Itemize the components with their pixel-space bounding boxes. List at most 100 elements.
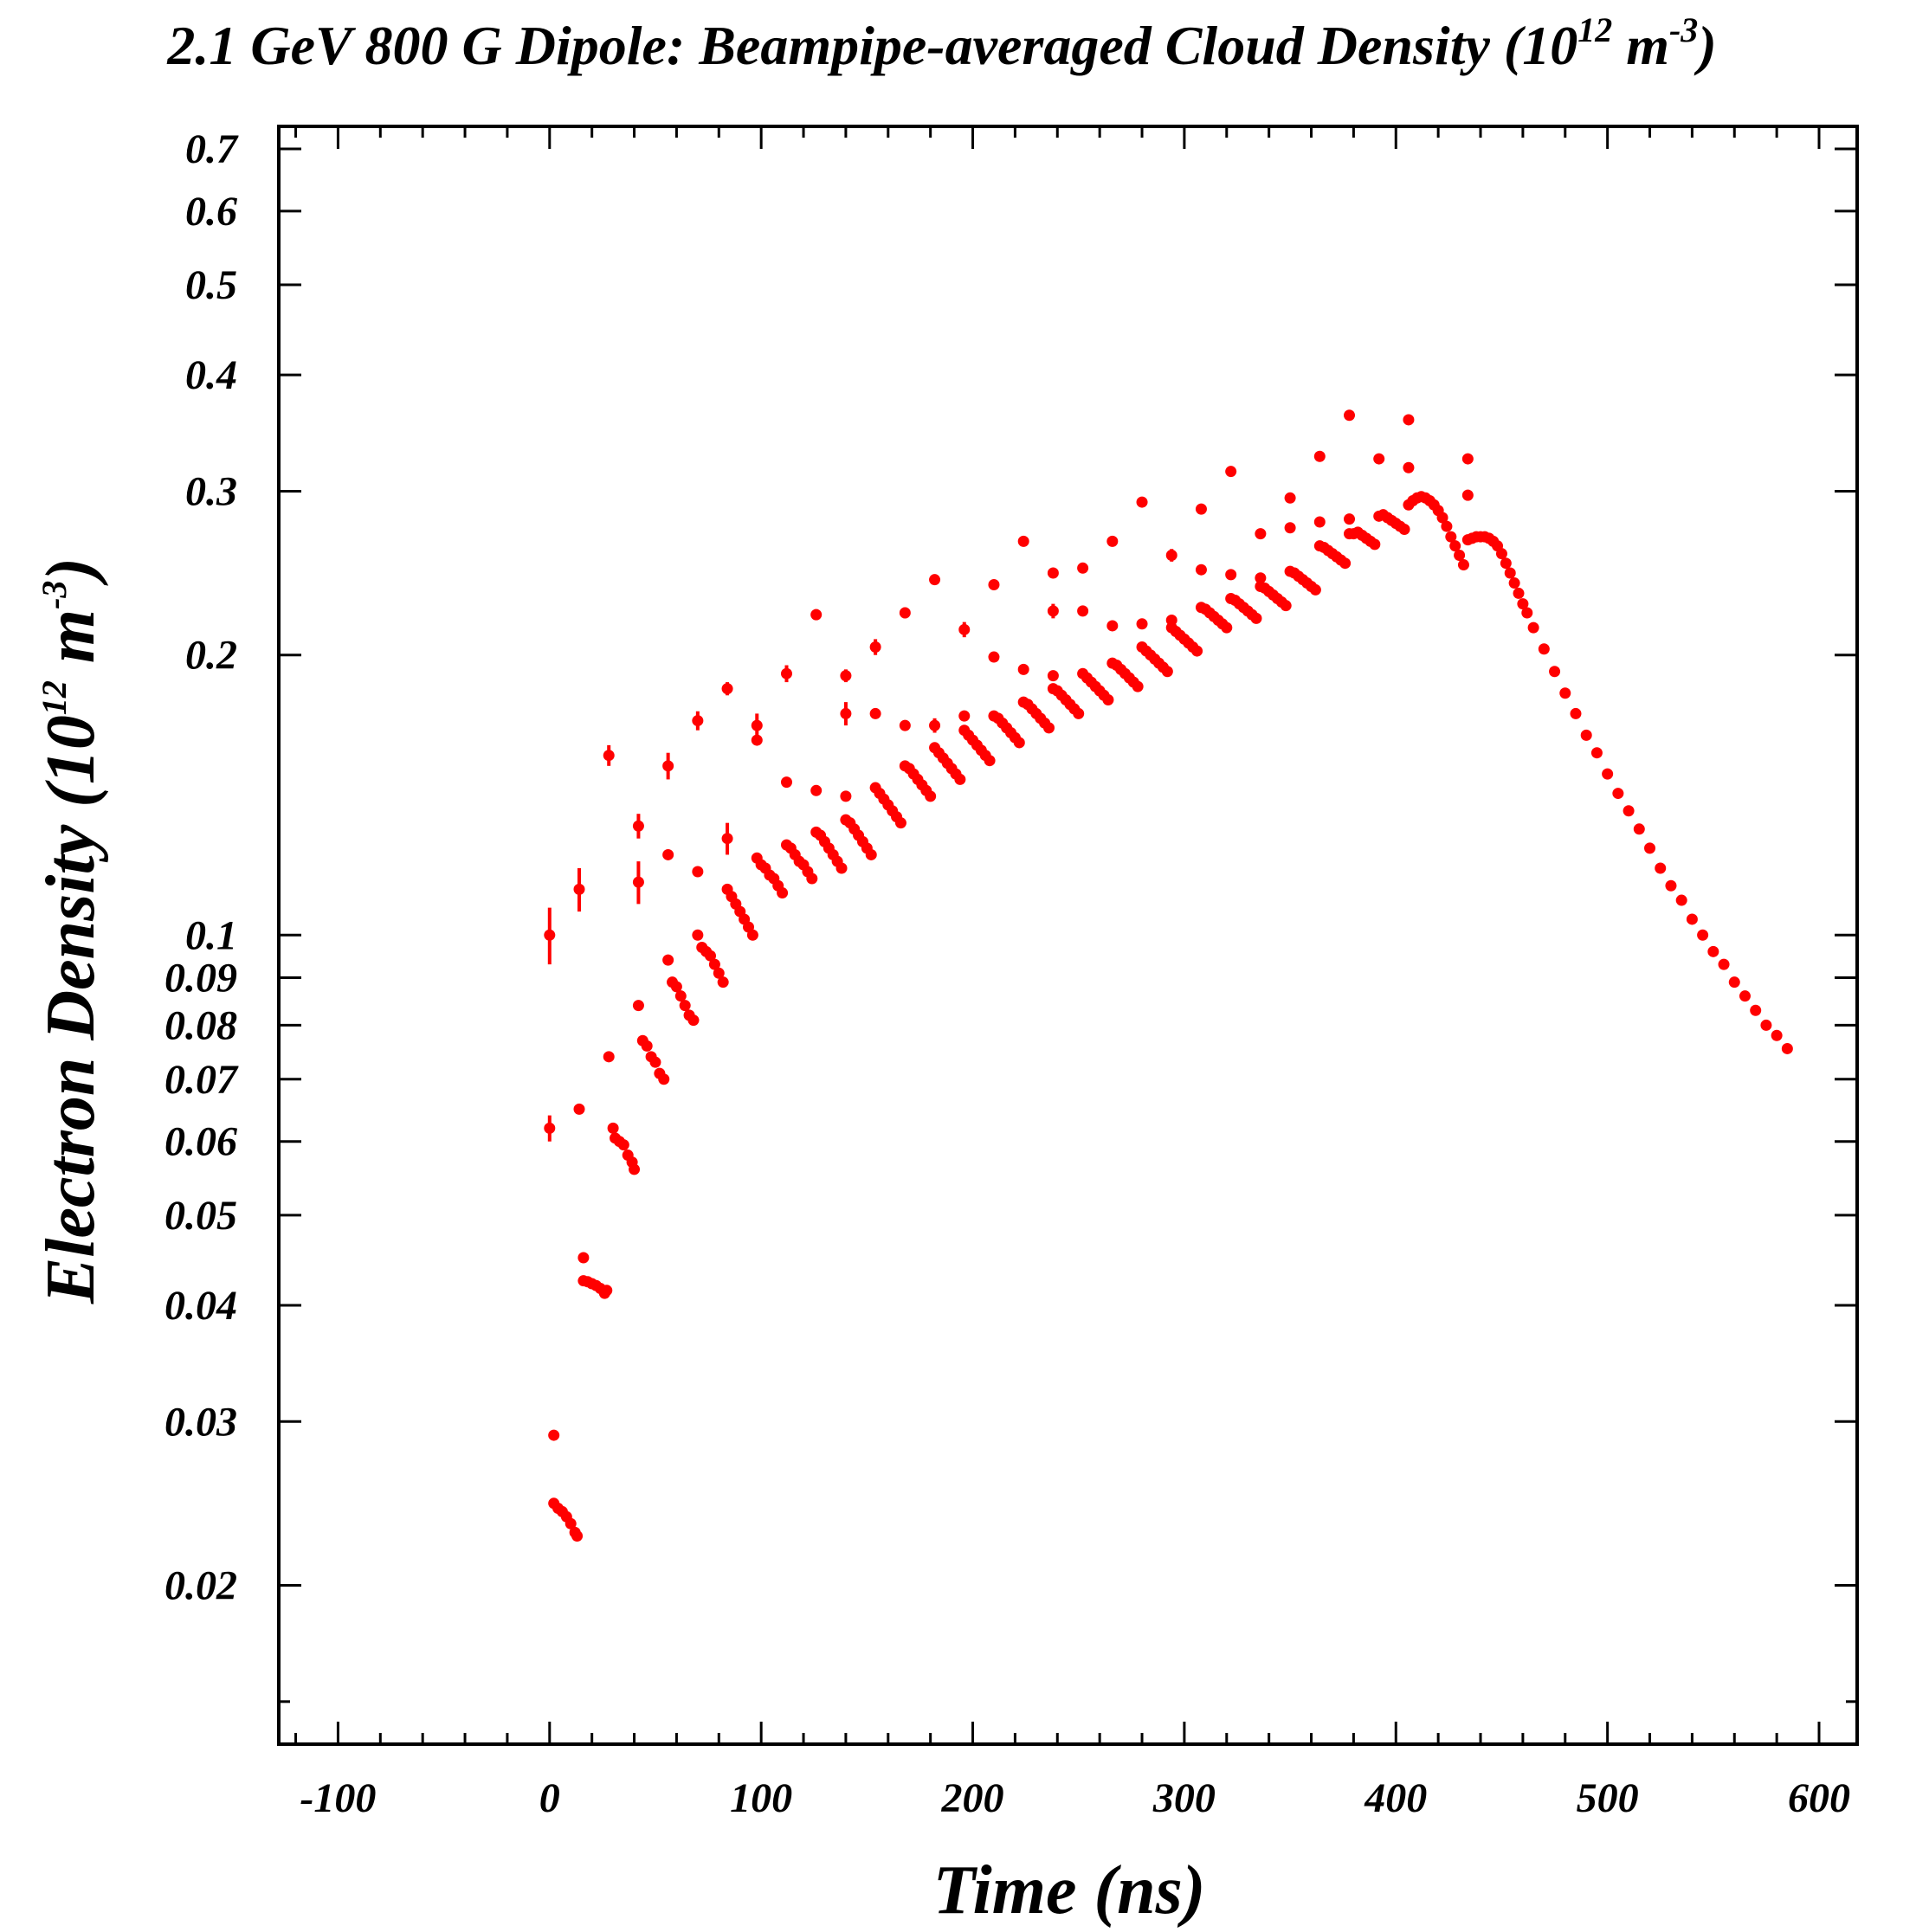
y-tick-label: 0.05 [165,1193,237,1239]
data-point [1441,520,1453,532]
data-point [662,760,674,772]
x-tick-label: 200 [941,1775,1004,1821]
data-point [601,1285,613,1297]
data-point [1284,492,1296,504]
data-point [717,976,729,989]
data-point [840,790,852,802]
data-point [1449,540,1461,552]
data-point [1602,768,1614,780]
data-point [1508,577,1520,589]
data-point [1047,605,1059,617]
data-point [1718,958,1730,970]
data-point [1369,538,1381,551]
x-tick-label: -100 [300,1775,376,1821]
y-tick-label: 0.5 [185,262,237,308]
data-point [679,1000,691,1012]
data-point [1538,643,1550,655]
data-point [1750,1004,1762,1016]
y-tick-label: 0.02 [165,1563,237,1609]
data-point [1549,666,1561,678]
tick-labels: -100 0 100 200 300 400 500 600 0.02 0.03 0.04 0.05 0… [165,126,1850,1821]
data-point [573,1103,585,1115]
data-point [571,1530,584,1542]
y-tick-label: 0.03 [165,1399,237,1445]
data-point [1284,522,1296,534]
data-point [607,1122,619,1134]
data-point [1280,600,1292,612]
data-point [1344,409,1356,422]
data-point [1590,747,1603,759]
data-point [658,1073,670,1085]
data-point [577,1252,590,1264]
y-tick-label: 0.07 [165,1057,239,1103]
data-point [617,1139,629,1151]
data-point [984,755,996,767]
data-point [632,820,644,832]
data-point [925,790,937,802]
data-point [1633,823,1645,835]
data-point [1697,929,1709,941]
x-axis-title: Time (ns) [933,1852,1206,1929]
data-point [1500,557,1512,570]
data-point [708,958,720,970]
data-point [1313,450,1326,462]
data-point [662,954,674,966]
data-point [746,929,758,941]
data-point [1225,569,1237,581]
data-point [1221,621,1233,634]
data-point [1644,842,1656,854]
data-point [780,776,792,789]
data-point [1398,523,1410,535]
data-point [899,607,911,619]
y-tick-label: 0.04 [165,1283,237,1329]
data-point [840,707,852,719]
data-point [1771,1029,1783,1041]
data-point [1136,496,1148,508]
data-point [899,719,911,731]
y-axis-title-group: Electron Density (1012 m-3) [33,557,109,1304]
data-point [1195,564,1207,576]
data-point [751,719,763,731]
y-axis-title: Electron Density (1012 m-3) [33,557,109,1304]
x-tick-label: 300 [1152,1775,1216,1821]
data-point [1255,528,1267,540]
data-point [780,667,792,679]
x-tick-label: 500 [1577,1775,1639,1821]
data-point [632,876,644,888]
data-point [544,1122,556,1134]
data-point [1728,976,1740,989]
data-point [1225,466,1237,478]
data-point [629,1163,641,1175]
y-tick-label: 0.6 [185,189,237,235]
y-tick-label: 0.3 [185,468,237,514]
data-points [544,409,1793,1542]
data-point [1191,645,1203,657]
data-point [1436,512,1448,524]
data-point [573,883,585,895]
data-point [1309,583,1321,596]
data-point [1106,620,1119,632]
data-point [929,574,941,586]
x-tick-label: 400 [1364,1775,1427,1821]
x-tick-label: 600 [1788,1775,1850,1821]
data-point [810,609,823,621]
data-point [1047,567,1059,579]
data-point [958,710,971,722]
data-point [649,1056,661,1068]
data-point [632,1000,644,1012]
data-point [840,670,852,682]
data-point [1077,562,1089,574]
data-point [721,683,733,695]
data-point [670,981,682,993]
data-point [929,719,941,731]
data-point [1580,729,1592,741]
data-point [1739,990,1751,1002]
data-point [687,1014,700,1027]
data-point [1461,453,1474,465]
data-point [1504,567,1516,579]
data-point [1344,513,1356,525]
data-point [958,623,971,635]
y-tick-label: 0.4 [185,352,237,398]
data-point [751,734,763,746]
